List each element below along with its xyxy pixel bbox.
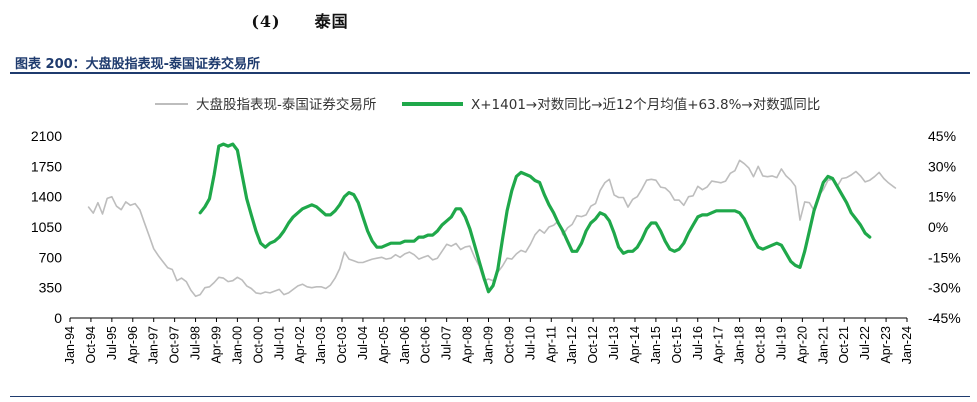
x-tick-label: Jul-13 xyxy=(607,326,621,360)
x-tick-label: Oct-15 xyxy=(670,326,684,364)
y-axis-left: 2100 1750 1400 1050 700 350 0 xyxy=(31,128,62,326)
x-tick-label: Apr-99 xyxy=(209,326,223,364)
x-tick-label: Jan-00 xyxy=(230,326,244,364)
bottom-rule xyxy=(10,396,970,397)
y-axis-right: 45% 30% 15% 0% -15% -30% -45% xyxy=(928,128,961,326)
x-tick-label: Jul-07 xyxy=(440,326,454,360)
y-left-tick-label: 350 xyxy=(39,280,63,296)
y-left-tick-label: 2100 xyxy=(31,128,62,144)
x-tick-label: Jan-18 xyxy=(733,326,747,364)
x-tick-label: Oct-18 xyxy=(754,326,768,364)
x-tick-label: Oct-21 xyxy=(837,326,851,364)
y-left-tick-label: 1050 xyxy=(31,219,62,235)
y-right-tick-label: 0% xyxy=(928,219,948,235)
x-tick-label: Jul-16 xyxy=(691,326,705,360)
y-right-tick-label: 45% xyxy=(928,128,956,144)
series-line-index xyxy=(87,159,897,298)
x-tick-label: Apr-08 xyxy=(461,326,475,364)
top-rule xyxy=(10,72,970,74)
legend: 大盘股指表现-泰国证券交易所 X+1401→对数同比→近12个月均值+63.8%… xyxy=(155,96,820,113)
x-tick-label: Jul-10 xyxy=(523,326,537,360)
x-tick-label: Jan-97 xyxy=(147,326,161,364)
x-tick-label: Jan-24 xyxy=(900,326,914,364)
figure-title: 图表 200：大盘股指表现-泰国证券交易所 xyxy=(15,57,261,72)
x-tick-label: Jan-06 xyxy=(398,326,412,364)
x-tick-label: Jan-03 xyxy=(314,326,328,364)
x-tick-label: Oct-06 xyxy=(419,326,433,364)
y-left-tick-label: 1750 xyxy=(31,158,62,174)
section-title: 泰国 xyxy=(314,12,349,31)
y-left-tick-label: 1400 xyxy=(31,189,62,205)
x-tick-label: Jan-09 xyxy=(482,326,496,364)
legend-label-index: 大盘股指表现-泰国证券交易所 xyxy=(196,96,376,113)
x-tick-label: Apr-05 xyxy=(377,326,391,364)
x-tick-label: Apr-14 xyxy=(628,326,642,364)
x-tick-label: Apr-02 xyxy=(293,326,307,364)
section-heading: (4) 泰国 xyxy=(0,8,600,32)
y-right-tick-label: -30% xyxy=(928,280,961,296)
x-tick-label: Apr-23 xyxy=(879,326,893,364)
x-tick-label: Apr-11 xyxy=(544,326,558,363)
x-axis: Jan-94 Oct-94 Jul-95 Apr-96 Jan-97 Oct-97 Jul-… xyxy=(63,317,914,364)
series-layer xyxy=(87,142,897,298)
x-tick-label: Apr-96 xyxy=(126,326,140,364)
section-number: (4) xyxy=(251,12,281,31)
x-tick-label: Oct-97 xyxy=(168,326,182,364)
x-tick-label: Jan-94 xyxy=(63,326,77,364)
y-right-tick-label: -45% xyxy=(928,310,961,326)
x-tick-label: Jan-12 xyxy=(565,326,579,364)
x-tick-label: Jul-22 xyxy=(858,326,872,360)
x-tick-label: Oct-94 xyxy=(84,326,98,364)
y-right-tick-label: 15% xyxy=(928,189,956,205)
x-tick-label: Apr-17 xyxy=(712,326,726,364)
y-left-tick-label: 700 xyxy=(39,249,63,265)
x-tick-label: Oct-09 xyxy=(502,326,516,364)
x-tick-label: Apr-20 xyxy=(795,326,809,364)
x-tick-label: Jul-95 xyxy=(105,326,119,360)
x-tick-label: Oct-00 xyxy=(251,326,265,364)
x-tick-label: Jul-01 xyxy=(272,326,286,360)
y-right-tick-label: -15% xyxy=(928,249,961,265)
y-right-tick-label: 30% xyxy=(928,158,956,174)
x-tick-label: Jul-98 xyxy=(189,326,203,360)
y-left-tick-label: 0 xyxy=(54,310,62,326)
x-tick-label: Jan-21 xyxy=(816,326,830,364)
x-tick-label: Oct-03 xyxy=(335,326,349,364)
x-tick-label: Jan-15 xyxy=(649,326,663,364)
x-tick-label: Oct-12 xyxy=(586,326,600,364)
x-tick-label: Jul-19 xyxy=(774,326,788,360)
x-tick-label: Jul-04 xyxy=(356,326,370,360)
series-line-transform xyxy=(198,142,872,294)
legend-label-transform: X+1401→对数同比→近12个月均值+63.8%→对数弧同比 xyxy=(471,97,820,113)
